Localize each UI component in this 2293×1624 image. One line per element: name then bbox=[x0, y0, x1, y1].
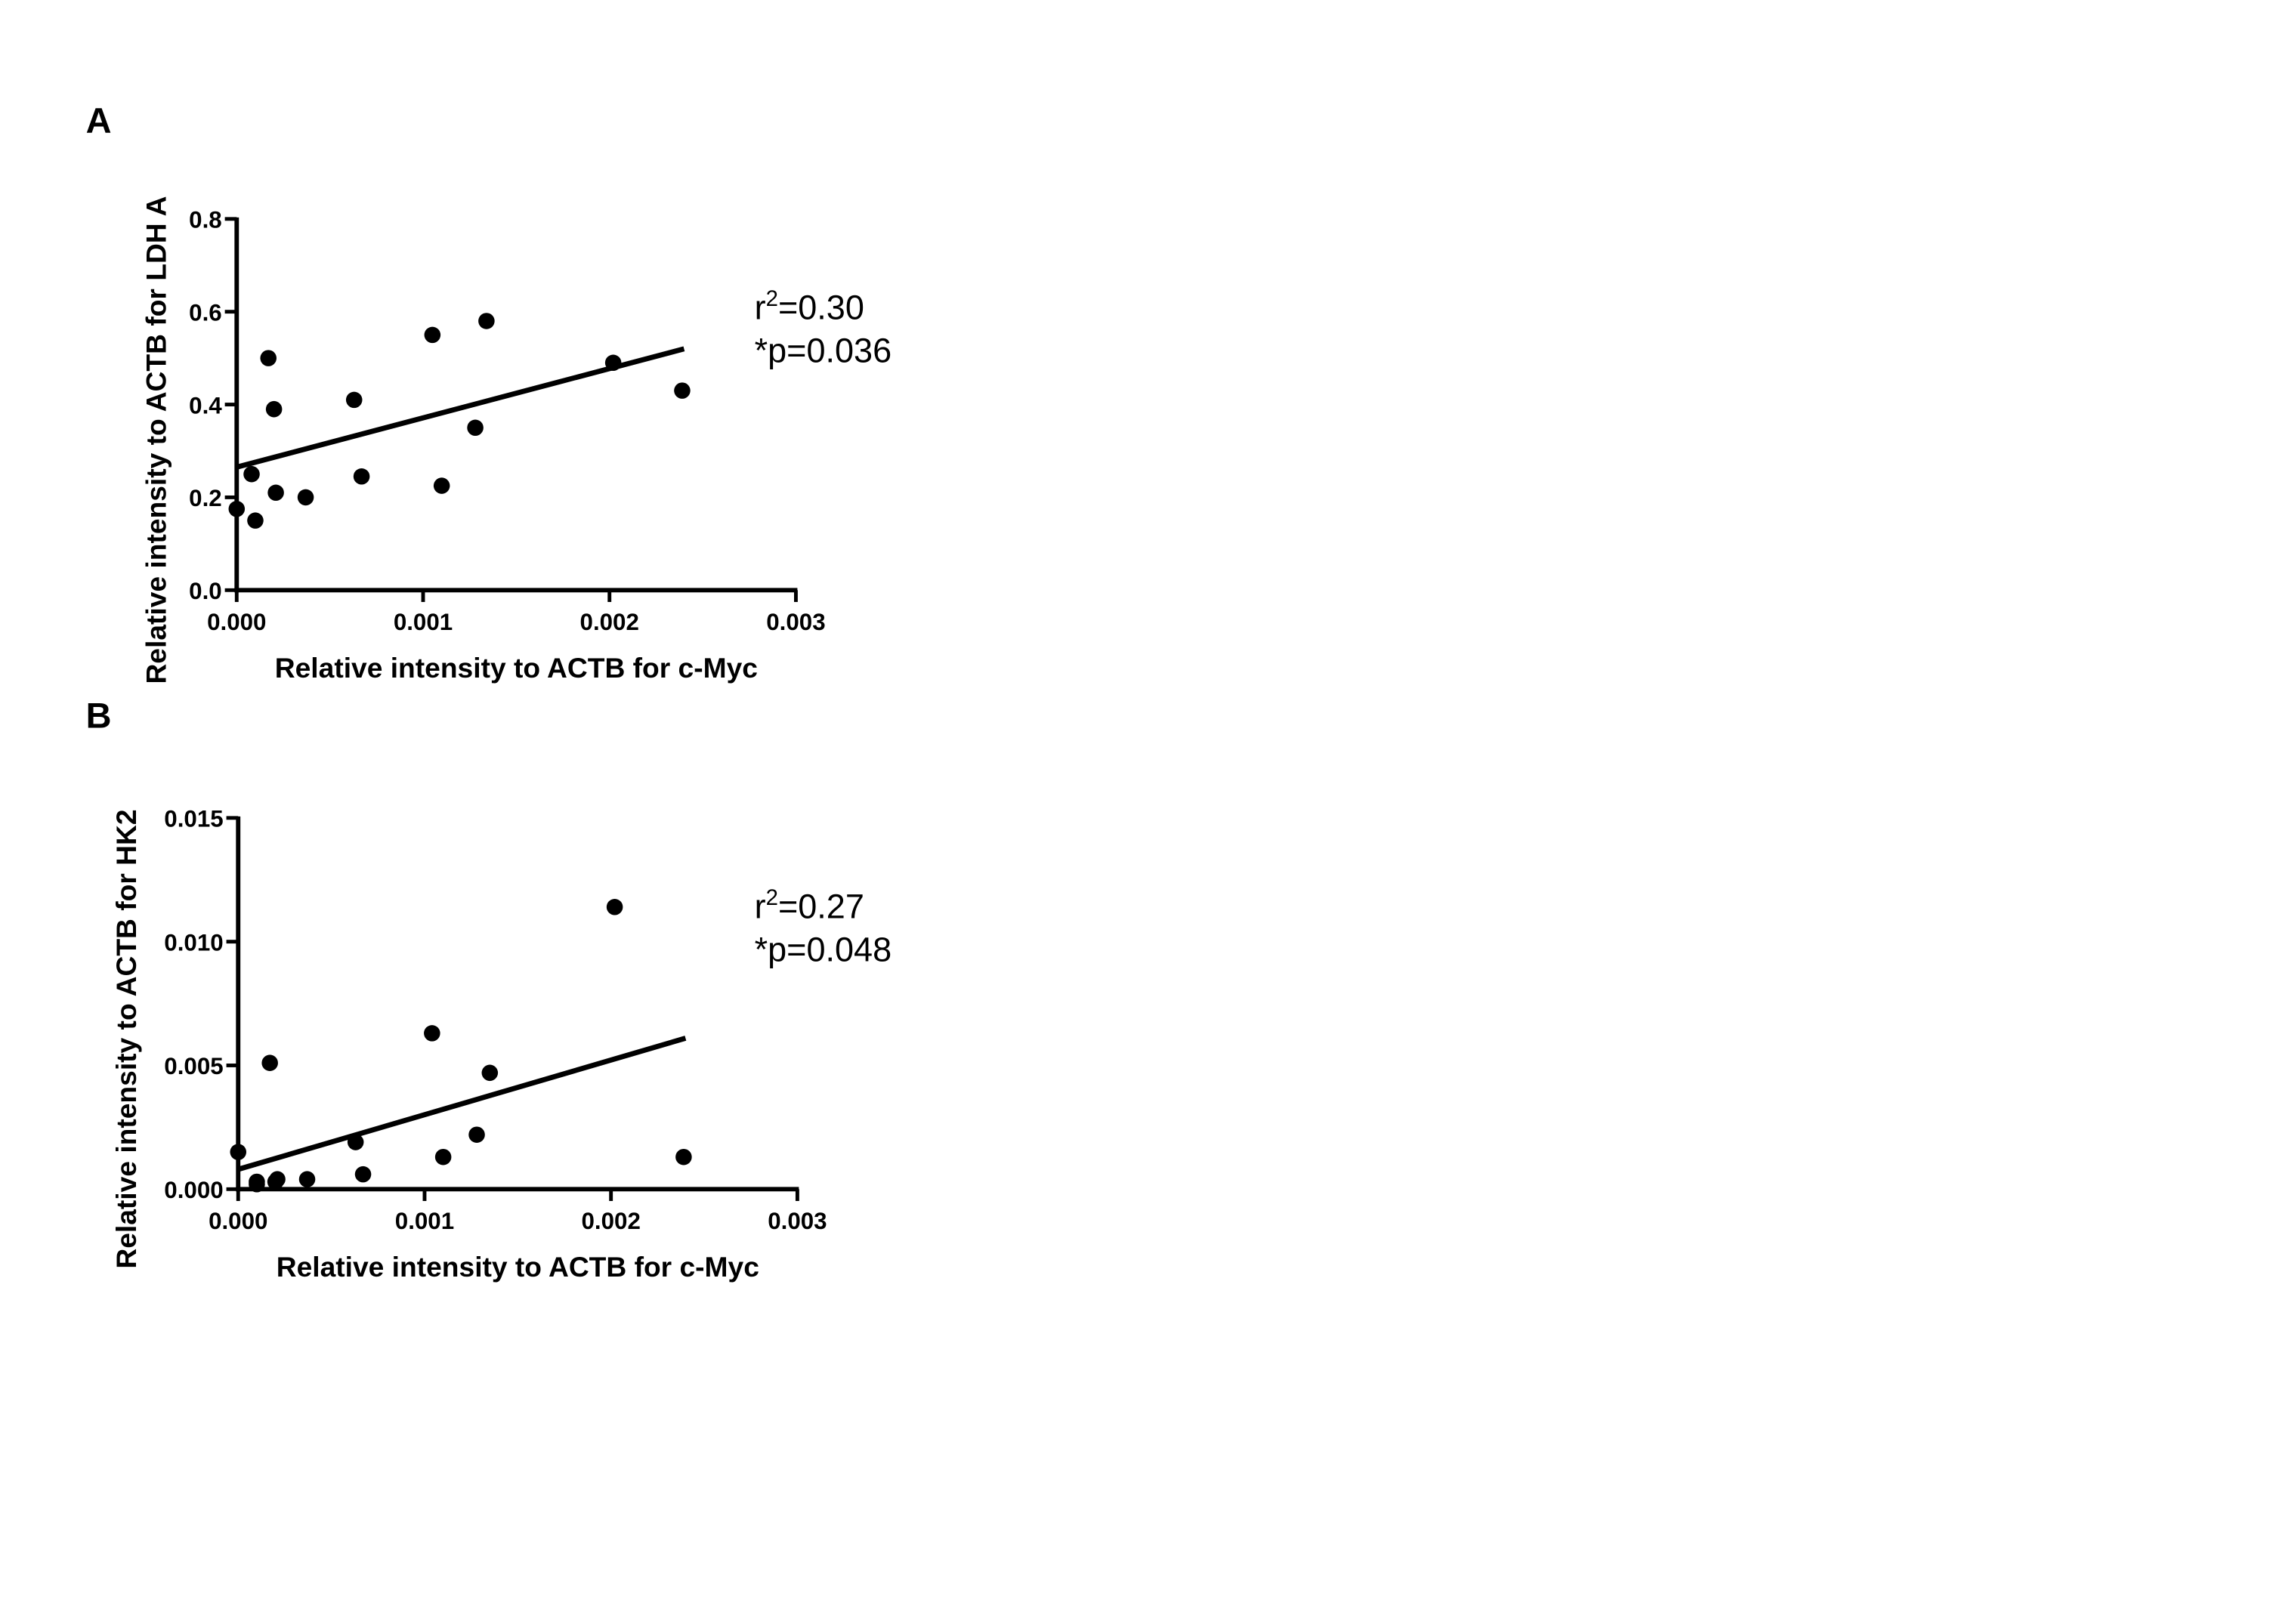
data-point bbox=[298, 1171, 316, 1187]
x-tick-label: 0.002 bbox=[582, 1208, 641, 1234]
data-point bbox=[478, 313, 495, 329]
r-value: =0.27 bbox=[778, 888, 864, 926]
x-axis-label: Relative intensity to ACTB for c-Myc bbox=[277, 1251, 759, 1283]
y-tick-label: 0.015 bbox=[164, 806, 223, 832]
p-value: *p=0.048 bbox=[755, 930, 892, 968]
data-point bbox=[675, 1148, 692, 1166]
scatter-panel: B 0.000 0.005 0.010 0.015 0.000 0.001 0.002 0.00… bbox=[86, 695, 892, 1282]
data-point bbox=[249, 1175, 265, 1193]
p-value: *p=0.036 bbox=[755, 331, 892, 369]
x-tick-label: 0.000 bbox=[207, 609, 266, 635]
r-text: r bbox=[755, 888, 766, 926]
y-tick-label: 0.6 bbox=[189, 299, 222, 326]
data-point bbox=[265, 400, 283, 418]
data-point bbox=[433, 477, 450, 494]
r-value: =0.30 bbox=[778, 289, 864, 327]
superscript: 2 bbox=[766, 885, 778, 910]
data-point bbox=[260, 350, 277, 366]
y-tick-label: 0.000 bbox=[164, 1177, 223, 1203]
y-tick-label: 0.8 bbox=[189, 207, 222, 233]
x-tick-label: 0.001 bbox=[394, 609, 453, 635]
y-axis-label: Relative intensity to ACTB for HK2 bbox=[110, 809, 142, 1268]
y-tick-label: 0.2 bbox=[189, 485, 222, 511]
data-point bbox=[243, 465, 260, 483]
data-point bbox=[424, 326, 441, 344]
panel-label: B bbox=[86, 695, 112, 735]
superscript: 2 bbox=[766, 286, 778, 311]
r-squared: r2=0.27 bbox=[755, 885, 864, 926]
data-point bbox=[606, 899, 623, 915]
panel-label: A bbox=[86, 100, 112, 140]
scatter-panel: A 0.0 0.2 0.4 0.6 0.8 0.000 0.001 0.002 0.003 Rela… bbox=[86, 100, 892, 684]
data-point bbox=[354, 1166, 372, 1183]
data-point bbox=[353, 468, 370, 485]
y-tick-label: 0.0 bbox=[189, 578, 222, 604]
data-point bbox=[267, 484, 284, 502]
r-text: r bbox=[755, 289, 766, 327]
regression-line bbox=[237, 1036, 687, 1172]
data-point bbox=[481, 1064, 499, 1082]
data-point bbox=[347, 1134, 364, 1150]
data-point bbox=[674, 382, 691, 399]
data-point bbox=[269, 1171, 286, 1187]
data-point bbox=[345, 391, 363, 409]
y-tick-label: 0.005 bbox=[164, 1053, 223, 1079]
x-tick-label: 0.001 bbox=[395, 1208, 454, 1234]
x-tick-label: 0.002 bbox=[580, 609, 639, 635]
data-point bbox=[261, 1054, 278, 1071]
data-point bbox=[297, 489, 314, 506]
y-axis-label: Relative intensity to ACTB for LDH A bbox=[140, 196, 172, 684]
data-point bbox=[230, 1144, 247, 1160]
data-point bbox=[424, 1025, 440, 1042]
data-point bbox=[604, 354, 622, 372]
x-tick-label: 0.000 bbox=[209, 1208, 267, 1234]
r-squared: r2=0.30 bbox=[755, 286, 864, 327]
y-tick-label: 0.4 bbox=[189, 392, 222, 418]
data-point bbox=[434, 1148, 452, 1166]
data-point bbox=[228, 501, 246, 517]
x-tick-label: 0.003 bbox=[768, 1208, 827, 1234]
y-tick-label: 0.010 bbox=[164, 929, 223, 956]
data-point bbox=[467, 419, 484, 437]
data-point bbox=[468, 1126, 485, 1143]
x-axis-label: Relative intensity to ACTB for c-Myc bbox=[275, 652, 758, 684]
x-tick-label: 0.003 bbox=[766, 609, 825, 635]
data-point bbox=[247, 512, 264, 529]
